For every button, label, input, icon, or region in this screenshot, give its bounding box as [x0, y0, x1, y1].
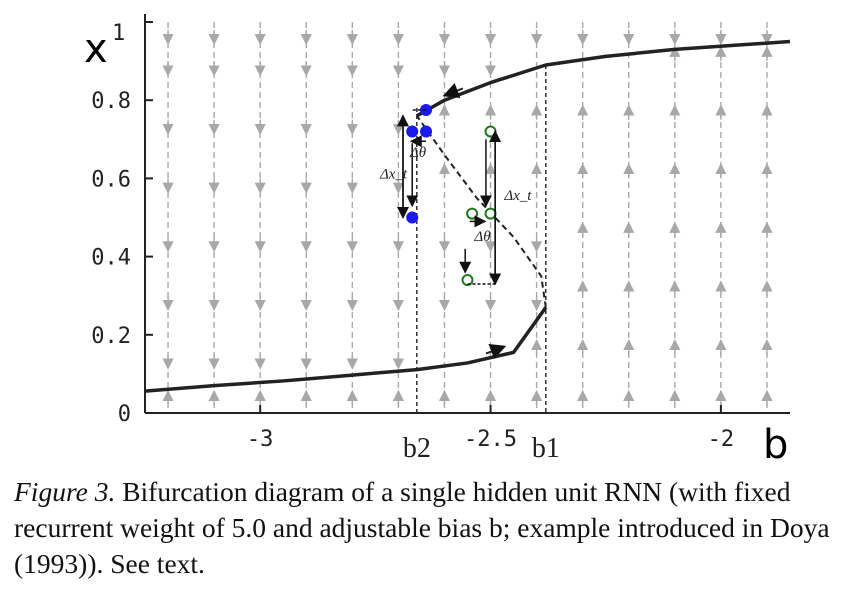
y-tick-label: 0.8 [91, 89, 131, 114]
x-axis-title: b [763, 422, 788, 468]
annotation-blue-1: Δθ [409, 145, 427, 161]
bifurcation-chart: b2 b1 00.20.40.60.8-3 -2.5 -2x 1b Δx_tΔθΔx_t… [84, 14, 791, 468]
x-tick-label: -3 [247, 427, 274, 452]
y-tick-label: 0 [118, 402, 131, 427]
curve-branch-1 [144, 306, 548, 393]
flow-field [162, 22, 773, 413]
annotation-green-2: Δx_t [503, 188, 532, 204]
bifurcation-markers: b2 b1 [403, 65, 560, 464]
axes: 0 0.2 0.4 0.6 0.8 -3 -2.5 -2 x 1 b [84, 14, 790, 468]
green-point [484, 125, 497, 138]
figure-caption: Figure 3. Bifurcation diagram of a singl… [14, 474, 846, 582]
curve-arrow-lower [485, 344, 507, 359]
equilibrium-curve [144, 39, 791, 393]
x-tick-label: -2 [708, 427, 735, 452]
blue-point [420, 103, 433, 116]
y-axis-title-extra: 1 [112, 21, 125, 46]
green-point [484, 207, 497, 220]
annotation-green-3: Δθ [473, 229, 491, 245]
sample-points [406, 103, 497, 287]
y-tick-label: 0.2 [91, 324, 131, 349]
y-tick-label: 0.6 [91, 167, 131, 192]
x-tick-label: -2.5 [464, 427, 517, 452]
curve-branch-3 [415, 39, 791, 118]
marker-label-b1: b1 [532, 433, 560, 464]
green-point [466, 207, 479, 220]
caption-text: Bifurcation diagram of a single hidden u… [14, 476, 830, 579]
blue-point [420, 125, 433, 138]
blue-point [406, 125, 419, 138]
green-point [461, 274, 474, 287]
blue-point [406, 211, 419, 224]
y-axis-title: x [84, 26, 108, 72]
curve-arrow-upper [442, 83, 464, 98]
y-tick-label: 0.4 [91, 246, 131, 271]
curve-branch-2 [416, 115, 547, 308]
annotation-blue-0: Δx_t [379, 166, 408, 182]
caption-label: Figure 3. [14, 476, 116, 507]
marker-label-b2: b2 [403, 433, 431, 464]
